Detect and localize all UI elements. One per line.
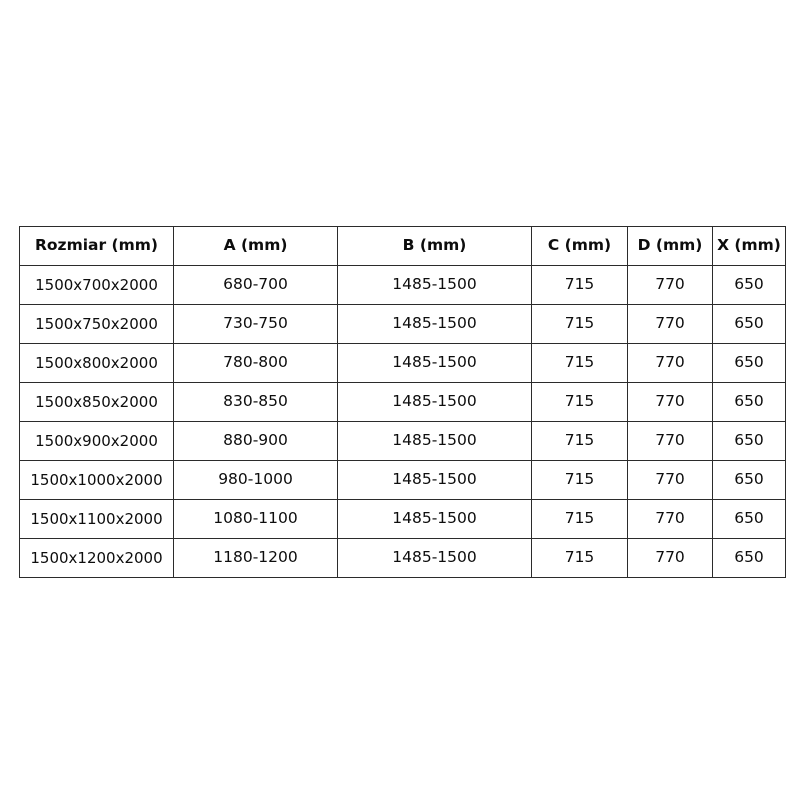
cell-b: 1485-1500 [337, 538, 532, 578]
column-header-d: D (mm) [627, 226, 713, 266]
table-body: 1500x700x2000 680-700 1485-1500 715 770 650 15… [19, 265, 786, 578]
cell-d: 770 [627, 460, 713, 500]
cell-size: 1500x1000x2000 [19, 460, 174, 500]
cell-c: 715 [531, 538, 628, 578]
cell-c: 715 [531, 343, 628, 383]
cell-x: 650 [712, 460, 786, 500]
cell-x: 650 [712, 304, 786, 344]
cell-d: 770 [627, 382, 713, 422]
dimensions-table: Rozmiar (mm) A (mm) B (mm) C (mm) D (mm)… [19, 226, 786, 578]
cell-a: 980-1000 [173, 460, 338, 500]
cell-size: 1500x900x2000 [19, 421, 174, 461]
cell-size: 1500x1200x2000 [19, 538, 174, 578]
table-row: 1500x750x2000 730-750 1485-1500 715 770 650 [19, 304, 786, 344]
table-row: 1500x700x2000 680-700 1485-1500 715 770 650 [19, 265, 786, 305]
cell-size: 1500x800x2000 [19, 343, 174, 383]
cell-d: 770 [627, 265, 713, 305]
cell-b: 1485-1500 [337, 421, 532, 461]
column-header-x: X (mm) [712, 226, 786, 266]
cell-b: 1485-1500 [337, 343, 532, 383]
cell-b: 1485-1500 [337, 304, 532, 344]
cell-d: 770 [627, 304, 713, 344]
cell-x: 650 [712, 343, 786, 383]
cell-a: 830-850 [173, 382, 338, 422]
cell-c: 715 [531, 265, 628, 305]
cell-x: 650 [712, 538, 786, 578]
cell-size: 1500x700x2000 [19, 265, 174, 305]
cell-x: 650 [712, 382, 786, 422]
cell-a: 680-700 [173, 265, 338, 305]
cell-a: 780-800 [173, 343, 338, 383]
cell-b: 1485-1500 [337, 499, 532, 539]
cell-c: 715 [531, 421, 628, 461]
cell-c: 715 [531, 304, 628, 344]
cell-size: 1500x750x2000 [19, 304, 174, 344]
cell-a: 880-900 [173, 421, 338, 461]
cell-size: 1500x1100x2000 [19, 499, 174, 539]
cell-b: 1485-1500 [337, 460, 532, 500]
cell-d: 770 [627, 343, 713, 383]
cell-x: 650 [712, 421, 786, 461]
table-row: 1500x850x2000 830-850 1485-1500 715 770 650 [19, 382, 786, 422]
column-header-a: A (mm) [173, 226, 338, 266]
cell-c: 715 [531, 499, 628, 539]
column-header-b: B (mm) [337, 226, 532, 266]
cell-d: 770 [627, 538, 713, 578]
cell-c: 715 [531, 460, 628, 500]
cell-d: 770 [627, 421, 713, 461]
table-row: 1500x1200x2000 1180-1200 1485-1500 715 770 65… [19, 538, 786, 578]
cell-a: 1080-1100 [173, 499, 338, 539]
cell-b: 1485-1500 [337, 265, 532, 305]
cell-b: 1485-1500 [337, 382, 532, 422]
column-header-c: C (mm) [531, 226, 628, 266]
cell-size: 1500x850x2000 [19, 382, 174, 422]
table-row: 1500x1000x2000 980-1000 1485-1500 715 770 650 [19, 460, 786, 500]
cell-x: 650 [712, 265, 786, 305]
cell-d: 770 [627, 499, 713, 539]
table-row: 1500x1100x2000 1080-1100 1485-1500 715 770 65… [19, 499, 786, 539]
cell-a: 730-750 [173, 304, 338, 344]
cell-a: 1180-1200 [173, 538, 338, 578]
table-header: Rozmiar (mm) A (mm) B (mm) C (mm) D (mm)… [19, 226, 786, 266]
cell-x: 650 [712, 499, 786, 539]
table-header-row: Rozmiar (mm) A (mm) B (mm) C (mm) D (mm)… [19, 226, 786, 266]
table-row: 1500x800x2000 780-800 1485-1500 715 770 650 [19, 343, 786, 383]
table-row: 1500x900x2000 880-900 1485-1500 715 770 650 [19, 421, 786, 461]
cell-c: 715 [531, 382, 628, 422]
column-header-size: Rozmiar (mm) [19, 226, 174, 266]
